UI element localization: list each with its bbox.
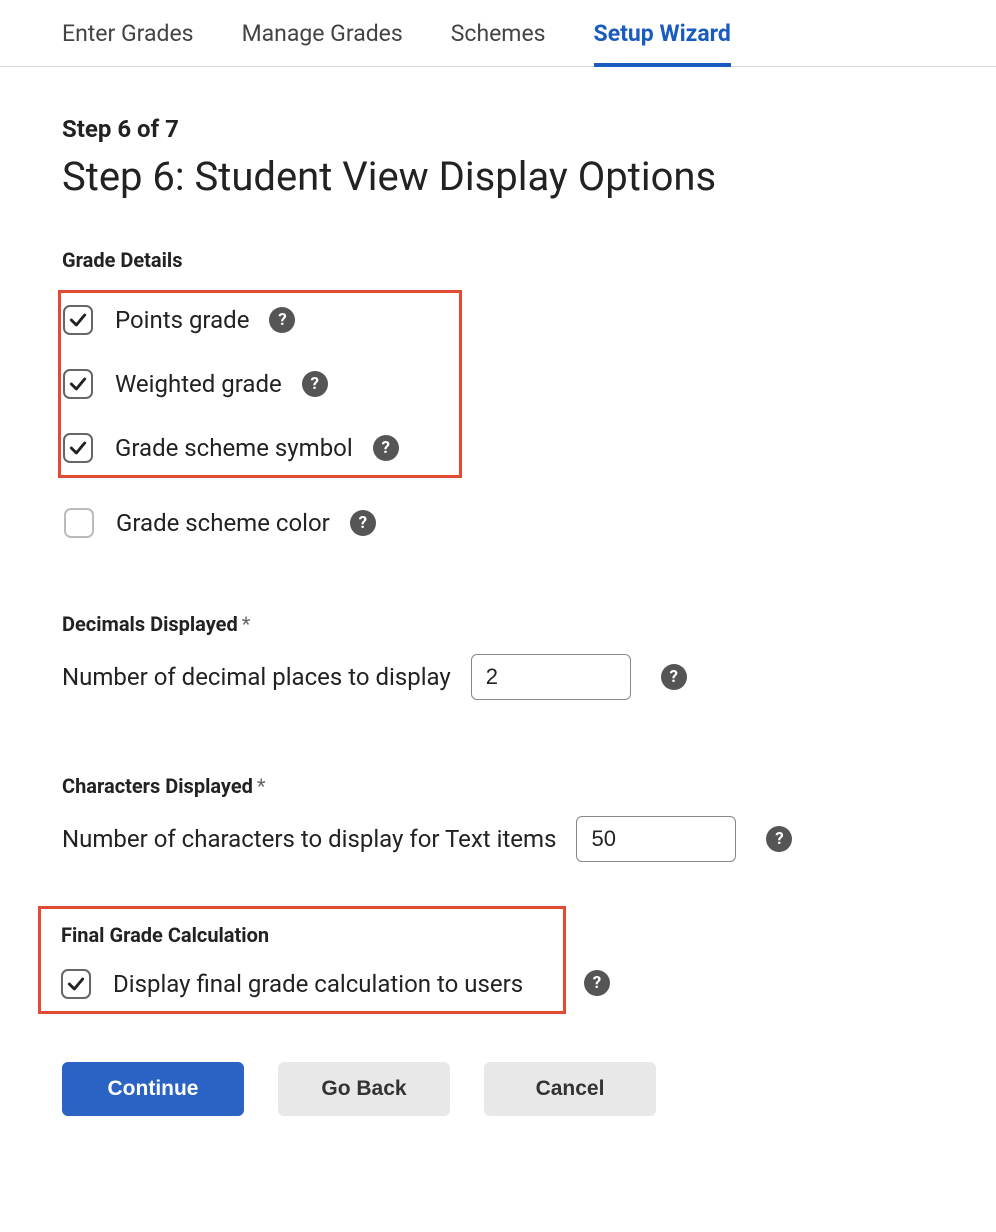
display-final-grade-label: Display final grade calculation to users xyxy=(113,970,523,998)
help-icon[interactable]: ? xyxy=(766,826,792,852)
tab-schemes[interactable]: Schemes xyxy=(451,20,546,66)
cancel-button[interactable]: Cancel xyxy=(484,1062,656,1116)
points-grade-checkbox[interactable] xyxy=(63,305,93,335)
page-title: Step 6: Student View Display Options xyxy=(62,153,996,200)
weighted-grade-label: Weighted grade xyxy=(115,370,282,398)
tab-manage-grades[interactable]: Manage Grades xyxy=(242,20,403,66)
grade-details-highlight: Points grade ? Weighted grade ? Grade sc… xyxy=(58,290,462,478)
grade-scheme-color-checkbox[interactable] xyxy=(64,508,94,538)
decimals-input[interactable] xyxy=(471,654,631,700)
continue-button[interactable]: Continue xyxy=(62,1062,244,1116)
check-icon xyxy=(68,310,88,330)
required-asterisk: * xyxy=(242,612,251,636)
help-icon[interactable]: ? xyxy=(584,970,610,996)
help-icon[interactable]: ? xyxy=(373,435,399,461)
required-asterisk: * xyxy=(257,774,266,798)
points-grade-label: Points grade xyxy=(115,306,249,334)
final-grade-heading: Final Grade Calculation xyxy=(61,923,563,947)
grade-scheme-color-label: Grade scheme color xyxy=(116,509,330,537)
grade-scheme-symbol-checkbox[interactable] xyxy=(63,433,93,463)
characters-heading: Characters Displayed* xyxy=(62,774,996,798)
weighted-grade-checkbox[interactable] xyxy=(63,369,93,399)
help-icon[interactable]: ? xyxy=(350,510,376,536)
characters-input[interactable] xyxy=(576,816,736,862)
decimals-heading: Decimals Displayed* xyxy=(62,612,996,636)
characters-label: Number of characters to display for Text… xyxy=(62,825,556,853)
step-indicator: Step 6 of 7 xyxy=(62,115,996,143)
decimals-label: Number of decimal places to display xyxy=(62,663,451,691)
go-back-button[interactable]: Go Back xyxy=(278,1062,450,1116)
final-grade-highlight: Final Grade Calculation Display final gr… xyxy=(38,906,566,1014)
tab-setup-wizard[interactable]: Setup Wizard xyxy=(594,20,731,67)
tabs-bar: Enter Grades Manage Grades Schemes Setup… xyxy=(0,0,996,67)
tab-enter-grades[interactable]: Enter Grades xyxy=(62,20,194,66)
check-icon xyxy=(68,374,88,394)
grade-scheme-symbol-label: Grade scheme symbol xyxy=(115,434,353,462)
help-icon[interactable]: ? xyxy=(269,307,295,333)
check-icon xyxy=(66,974,86,994)
display-final-grade-checkbox[interactable] xyxy=(61,969,91,999)
check-icon xyxy=(68,438,88,458)
help-icon[interactable]: ? xyxy=(661,664,687,690)
grade-details-heading: Grade Details xyxy=(62,248,996,272)
help-icon[interactable]: ? xyxy=(302,371,328,397)
